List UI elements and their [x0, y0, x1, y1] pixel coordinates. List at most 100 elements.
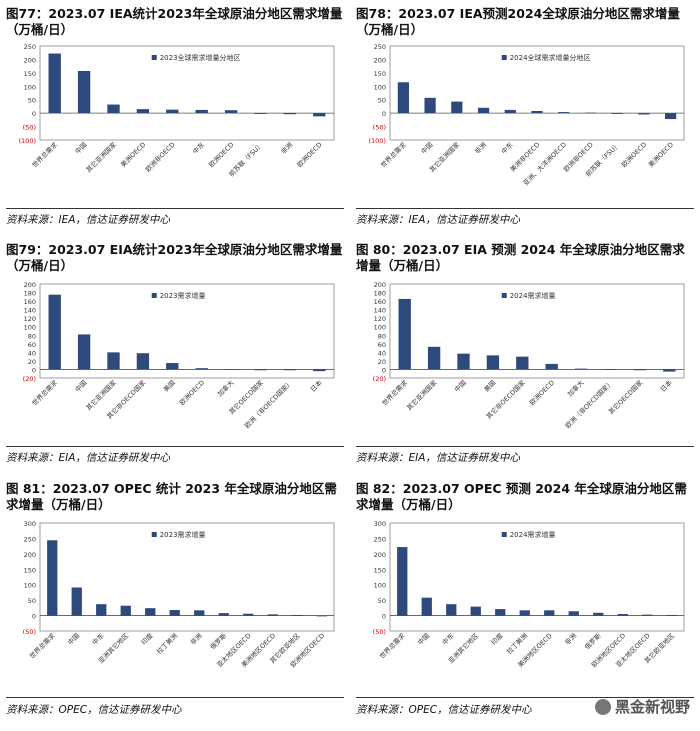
y-tick-label: (20): [23, 375, 36, 383]
bar: [495, 609, 506, 616]
bar: [593, 612, 604, 616]
y-tick-label: 160: [374, 298, 386, 306]
bar: [136, 109, 150, 114]
y-tick-label: 300: [374, 520, 386, 528]
bar: [166, 363, 179, 370]
category-label: 中东: [440, 631, 456, 647]
plot-frame: [39, 522, 335, 632]
y-tick-label: 250: [24, 535, 36, 543]
y-tick-label: 100: [24, 582, 36, 590]
y-tick-label: 0: [382, 110, 386, 118]
bar: [665, 113, 677, 120]
y-tick-label: 200: [24, 56, 36, 64]
y-tick-label: (20): [373, 375, 386, 383]
bar: [316, 615, 327, 617]
bar: [663, 369, 676, 372]
bar: [519, 610, 530, 616]
figure-title: 图 80：2023.07 EIA 预测 2024 年全球原油分地区需求增量（万桶…: [356, 242, 685, 273]
category-label: 非洲: [563, 631, 579, 647]
plot-frame: [389, 283, 685, 379]
category-label: 其它亚洲国家: [405, 378, 439, 412]
figure-title: 图 82：2023.07 OPEC 预测 2024 年全球原油分地区需求增量（万…: [356, 481, 687, 512]
chart-area: 300 250 200 150 100 50 0 (50) 世界总需求 中国 中东 亚洲其它地区 印度拉…: [6, 517, 344, 693]
category-label: 中国: [73, 378, 89, 394]
chart-area: 200 180 160 140 120 100 80 60 40 20 0 (20) 世界总需求 其它亚洲…: [356, 278, 694, 440]
bar: [421, 597, 432, 616]
y-tick-label: 150: [374, 566, 386, 574]
category-label: 欧洲OECD: [527, 378, 556, 407]
legend-label: 2023需求增量: [160, 530, 206, 539]
chart-area: 250 200 150 100 50 0 (50) (100) 世界总需求 中国 其它亚洲国家 非洲中…: [356, 40, 694, 202]
bar: [243, 613, 254, 616]
y-tick-label: (100): [369, 137, 386, 145]
bar: [292, 614, 303, 616]
y-tick-label: 20: [378, 358, 386, 366]
bar: [224, 369, 238, 370]
divider-line: [6, 446, 344, 447]
divider-line: [6, 208, 344, 209]
bar: [427, 346, 441, 370]
category-label: 中国: [66, 631, 82, 647]
y-tick-label: (50): [373, 628, 386, 636]
bar: [558, 112, 570, 114]
bar: [611, 113, 623, 114]
bar: [516, 356, 529, 370]
panel-fig78: 图78：2023.07 IEA预测2024全球原油分地区需求增量（万桶/日） 2…: [356, 6, 694, 226]
category-label: 中国: [452, 378, 468, 394]
category-label: 中国: [419, 140, 435, 156]
bar: [531, 110, 543, 114]
y-tick-label: 160: [24, 298, 36, 306]
bar: [267, 614, 278, 616]
category-label: 日本: [658, 378, 674, 394]
bar: [313, 113, 326, 117]
y-tick-label: 80: [28, 332, 36, 340]
y-tick-label: 40: [378, 349, 386, 357]
category-label: 美国: [482, 378, 498, 394]
category-label: 美洲OECD: [646, 140, 675, 169]
bar: [638, 113, 650, 115]
y-tick-label: 250: [24, 43, 36, 51]
y-tick-label: 0: [382, 366, 386, 374]
panel-fig80: 图 80：2023.07 EIA 预测 2024 年全球原油分地区需求增量（万桶…: [356, 242, 694, 467]
bar: [96, 604, 107, 616]
y-tick-label: 250: [374, 43, 386, 51]
y-tick-label: 0: [32, 110, 36, 118]
bar: [145, 608, 156, 616]
bar: [486, 355, 500, 370]
bar: [617, 614, 628, 616]
bar: [457, 353, 470, 370]
y-tick-label: 150: [374, 70, 386, 78]
category-label: 其它亚洲国家: [84, 140, 118, 174]
bar: [666, 614, 677, 616]
plot-frame: [39, 283, 335, 379]
wechat-icon: [594, 698, 611, 715]
y-tick-label: (50): [23, 628, 36, 636]
bar: [545, 363, 558, 370]
bar: [195, 368, 208, 370]
legend-label: 2023全球需求增量分地区: [160, 53, 241, 62]
y-tick-label: 200: [374, 56, 386, 64]
category-label: 俄罗斯: [583, 631, 604, 652]
legend-label: 2024需求增量: [510, 291, 556, 300]
bar: [283, 113, 297, 115]
bar-chart: 300250200150100500(50)世界总需求 中国 中东亚洲其它地区 印度拉…: [23, 520, 335, 669]
y-tick-label: 50: [378, 97, 386, 105]
bar: [633, 369, 647, 371]
bar-chart: 250200150100500(50)(100)世界总需求 中国其它亚洲国家 非洲中…: [369, 43, 685, 187]
bar: [283, 369, 297, 371]
plot-frame: [39, 45, 335, 141]
category-label: 欧洲非OECD: [143, 140, 176, 173]
y-tick-label: 180: [374, 290, 386, 298]
y-tick-label: 200: [374, 551, 386, 559]
y-tick-label: (50): [23, 124, 36, 132]
category-label: 欧洲OECD: [295, 140, 324, 169]
bar: [470, 606, 481, 616]
divider-line: [356, 208, 694, 209]
bar: [47, 540, 58, 616]
bar: [166, 109, 179, 114]
plot-frame: [389, 522, 685, 632]
y-tick-label: 140: [374, 307, 386, 315]
y-tick-label: 100: [24, 83, 36, 91]
category-label: 俄罗斯: [208, 631, 229, 652]
